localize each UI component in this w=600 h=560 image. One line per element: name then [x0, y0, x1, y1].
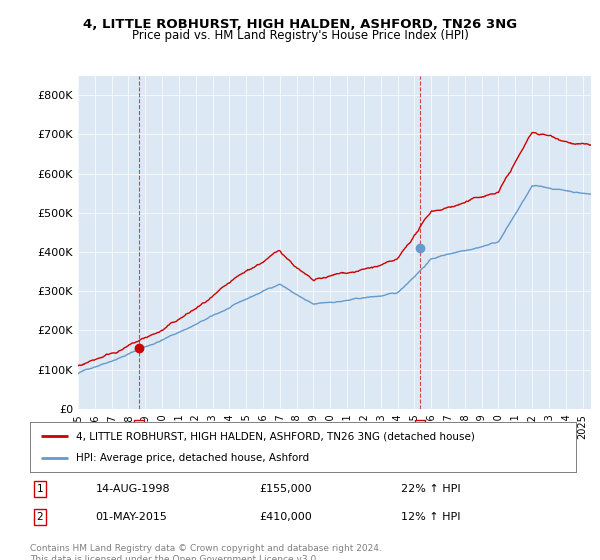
Text: 4, LITTLE ROBHURST, HIGH HALDEN, ASHFORD, TN26 3NG: 4, LITTLE ROBHURST, HIGH HALDEN, ASHFORD…	[83, 18, 517, 31]
Text: £410,000: £410,000	[259, 512, 312, 522]
Text: 01-MAY-2015: 01-MAY-2015	[95, 512, 167, 522]
Text: 4, LITTLE ROBHURST, HIGH HALDEN, ASHFORD, TN26 3NG (detached house): 4, LITTLE ROBHURST, HIGH HALDEN, ASHFORD…	[76, 431, 475, 441]
Text: Contains HM Land Registry data © Crown copyright and database right 2024.
This d: Contains HM Land Registry data © Crown c…	[30, 544, 382, 560]
Text: HPI: Average price, detached house, Ashford: HPI: Average price, detached house, Ashf…	[76, 452, 310, 463]
Text: 22% ↑ HPI: 22% ↑ HPI	[401, 484, 461, 494]
Text: 2: 2	[37, 512, 43, 522]
Text: 1: 1	[136, 422, 142, 432]
Text: 1: 1	[37, 484, 43, 494]
Text: 2: 2	[417, 422, 423, 432]
Text: £155,000: £155,000	[259, 484, 312, 494]
Text: Price paid vs. HM Land Registry's House Price Index (HPI): Price paid vs. HM Land Registry's House …	[131, 29, 469, 42]
Text: 14-AUG-1998: 14-AUG-1998	[95, 484, 170, 494]
Text: 12% ↑ HPI: 12% ↑ HPI	[401, 512, 461, 522]
